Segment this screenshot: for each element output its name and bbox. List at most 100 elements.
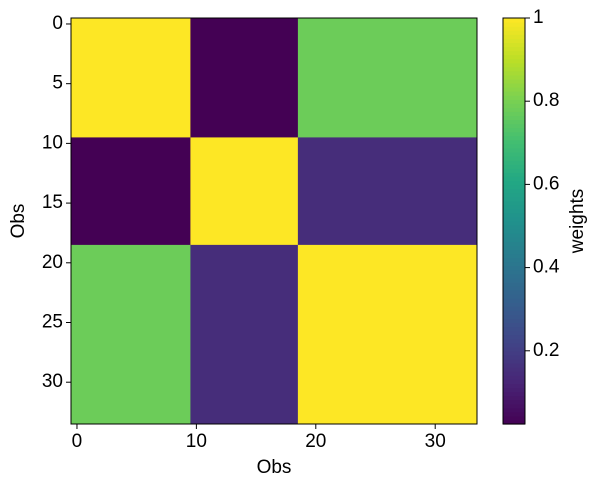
colorbar-segment xyxy=(503,156,525,161)
colorbar-segment xyxy=(503,119,525,125)
colorbar-segment xyxy=(503,363,525,368)
colorbar-segment xyxy=(503,338,525,344)
colorbar-segment xyxy=(503,302,525,307)
colorbar-frame xyxy=(502,17,526,425)
colorbar-segment xyxy=(503,78,525,84)
colorbar-segment xyxy=(503,290,525,295)
y-tick-label: 25 xyxy=(42,312,63,333)
colorbar-segment xyxy=(503,208,525,214)
colorbar-segment xyxy=(503,107,525,112)
colorbar-segment xyxy=(503,164,525,169)
colorbar-segment xyxy=(503,18,525,23)
colorbar-segment xyxy=(503,115,525,121)
colorbar-segment xyxy=(503,38,525,43)
colorbar-segment xyxy=(503,342,525,348)
colorbar-segment xyxy=(503,383,525,389)
colorbar-segment xyxy=(503,229,525,234)
colorbar-segment xyxy=(503,91,525,96)
colorbar-segment xyxy=(503,192,525,198)
colorbar-segment xyxy=(503,306,525,311)
colorbar-segment xyxy=(503,233,525,238)
colorbar-segment xyxy=(503,330,525,336)
colorbar-segment xyxy=(503,143,525,149)
colorbar-segment xyxy=(503,42,525,48)
colorbar-tick-label: 0.6 xyxy=(533,173,559,194)
colorbar-segment xyxy=(503,354,525,360)
colorbar-segment xyxy=(503,22,525,27)
colorbar-segment xyxy=(503,87,525,92)
colorbar-label: weights xyxy=(567,189,588,254)
colorbar-segment xyxy=(503,127,525,133)
colorbar-segment xyxy=(503,257,525,263)
colorbar-segment xyxy=(503,103,525,108)
colorbar-segment xyxy=(503,216,525,222)
colorbar-segment xyxy=(503,395,525,401)
heatmap-cell xyxy=(190,18,299,138)
colorbar-segment xyxy=(503,180,525,186)
heatmap-cell xyxy=(71,244,191,425)
colorbar-segment xyxy=(503,139,525,145)
colorbar-segment xyxy=(503,281,525,287)
colorbar-segment xyxy=(503,225,525,230)
colorbar-segment xyxy=(503,135,525,141)
x-axis-label: Obs xyxy=(257,457,292,478)
colorbar-segment xyxy=(503,200,525,206)
y-tick-label: 30 xyxy=(42,371,63,392)
colorbar-segment xyxy=(503,34,525,39)
colorbar-segment xyxy=(503,221,525,226)
colorbar-segment xyxy=(503,99,525,104)
heatmap-cell xyxy=(71,137,191,246)
colorbar-segment xyxy=(503,123,525,129)
colorbar-segment xyxy=(503,62,525,68)
colorbar-segment xyxy=(503,391,525,397)
x-tick-label: 0 xyxy=(72,431,83,452)
colorbar-segment xyxy=(503,184,525,190)
colorbar-segment xyxy=(503,269,525,275)
colorbar-segment xyxy=(503,375,525,380)
colorbar-segment xyxy=(503,419,525,425)
colorbar-segment xyxy=(503,415,525,421)
colorbar-segment xyxy=(503,326,525,332)
heatmap-cell xyxy=(190,137,299,246)
heatmap-cell xyxy=(297,137,478,246)
colorbar-segment xyxy=(503,212,525,218)
heatmap-cell xyxy=(297,244,478,425)
colorbar-segment xyxy=(503,66,525,72)
x-tick-label: 30 xyxy=(425,431,446,452)
colorbar-segment xyxy=(503,322,525,328)
colorbar-segment xyxy=(503,273,525,279)
colorbar-segment xyxy=(503,407,525,413)
y-tick-label: 20 xyxy=(42,252,63,273)
colorbar-segment xyxy=(503,70,525,76)
colorbar-segment xyxy=(503,111,525,117)
x-tick-label: 10 xyxy=(186,431,207,452)
colorbar-segment xyxy=(503,46,525,52)
colorbar-segment xyxy=(503,334,525,340)
colorbar-segment xyxy=(503,196,525,202)
y-tick-label: 0 xyxy=(52,13,63,34)
colorbar-segment xyxy=(503,310,525,315)
colorbar-segment xyxy=(503,387,525,393)
colorbar-tick-label: 0.4 xyxy=(533,257,560,278)
colorbar-segment xyxy=(503,261,525,267)
colorbar-segment xyxy=(503,160,525,165)
colorbar-segment xyxy=(503,147,525,153)
colorbar-segment xyxy=(503,253,525,259)
colorbar-segment xyxy=(503,298,525,303)
colorbar-tick-label: 0.8 xyxy=(533,90,559,111)
colorbar-segment xyxy=(503,346,525,352)
colorbar-segment xyxy=(503,204,525,210)
colorbar-segment xyxy=(503,58,525,64)
heatmap-cell xyxy=(297,18,478,138)
colorbar-segment xyxy=(503,265,525,271)
colorbar-segment xyxy=(503,168,525,173)
colorbar-segment xyxy=(503,359,525,364)
colorbar-segment xyxy=(503,30,525,35)
colorbar-segment xyxy=(503,241,525,246)
y-tick-label: 10 xyxy=(42,132,63,153)
y-tick-label: 5 xyxy=(52,73,63,94)
colorbar-segment xyxy=(503,237,525,242)
colorbar-segment xyxy=(503,318,525,324)
colorbar-segment xyxy=(503,294,525,299)
